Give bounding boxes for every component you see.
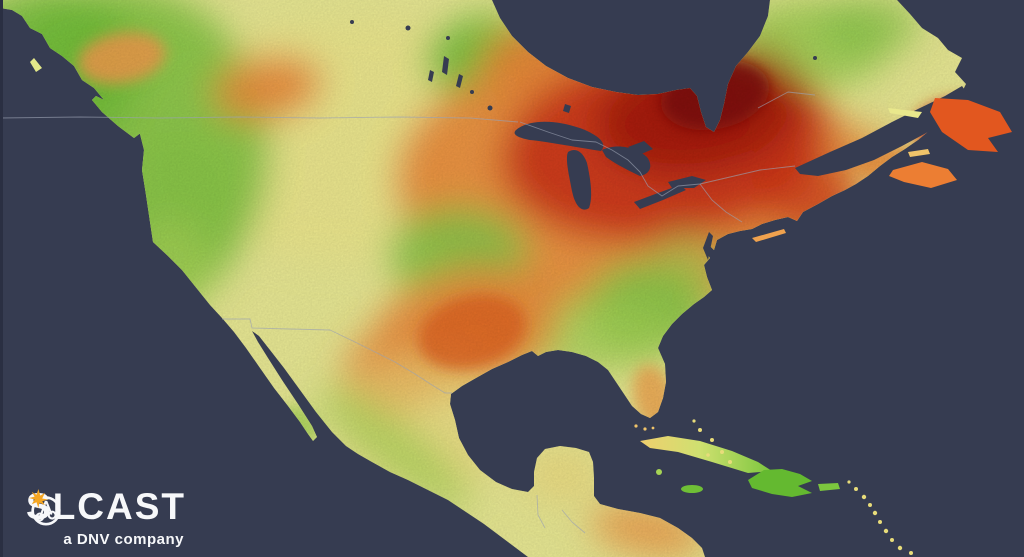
lake-superior (514, 121, 604, 151)
political-borders (0, 91, 816, 534)
bay-of-fundy (872, 163, 902, 180)
lake-ontario (668, 176, 706, 188)
wordmark-text-lcast: LCAST (52, 486, 187, 527)
prince-edward-island (908, 149, 930, 157)
mexico-guatemala-border (536, 494, 546, 529)
us-canada-border-west (0, 116, 519, 123)
jamaica-island (681, 485, 703, 493)
gulf-of-st-lawrence (795, 86, 972, 176)
nova-scotia-peninsula (889, 162, 957, 188)
us-mexico-border (222, 318, 452, 394)
cuba-island (640, 436, 772, 473)
newfoundland-island (930, 98, 1012, 152)
guatemala-honduras-border (561, 509, 586, 534)
chesapeake-bay (703, 232, 713, 260)
lake-michigan (566, 150, 592, 210)
long-island (752, 229, 786, 242)
new-york-border (699, 183, 743, 223)
solcast-gauge-icon (28, 489, 61, 526)
lake-huron (602, 141, 653, 176)
bahamas-islands (692, 419, 732, 464)
islands (30, 58, 1012, 555)
dnv-tagline: a DNV company (63, 531, 185, 548)
hispaniola-island (748, 469, 812, 497)
small-canadian-lakes (350, 20, 817, 111)
lake-erie (634, 185, 686, 209)
solcast-wordmark: S LCAST (26, 486, 187, 527)
quebec-labrador-border (757, 91, 816, 109)
anticosti-island (888, 108, 922, 118)
lesser-antilles-islands (847, 480, 913, 555)
puerto-rico-island (818, 483, 840, 491)
isla-de-la-juventud (656, 469, 662, 475)
solcast-logo: S LCAST a DNV company (26, 486, 186, 548)
great-lakes (350, 20, 817, 260)
lake-nipigon (563, 104, 571, 113)
left-edge-strip (0, 0, 3, 557)
lake-winnipeg (428, 56, 463, 88)
florida-keys (634, 424, 655, 431)
haida-gwaii-island (30, 58, 42, 72)
sun-burst-icon (28, 489, 48, 508)
